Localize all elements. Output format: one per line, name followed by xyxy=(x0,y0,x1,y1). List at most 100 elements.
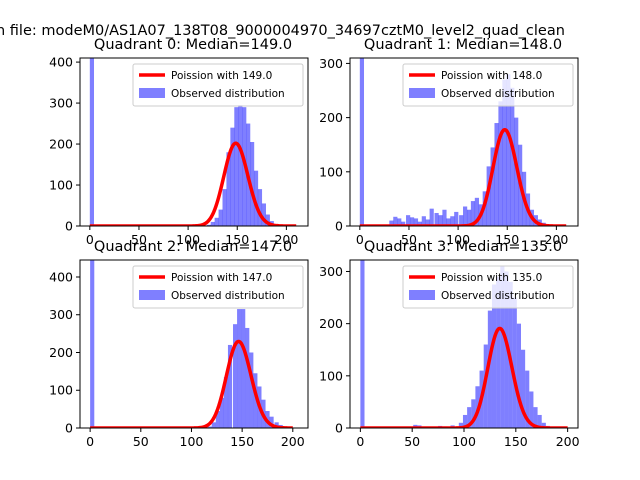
histogram-bar xyxy=(253,170,259,226)
histogram-bar xyxy=(521,349,526,428)
histogram-bar xyxy=(462,414,468,428)
histogram-bar xyxy=(215,411,220,428)
histogram-bar xyxy=(425,219,430,226)
histogram-bar xyxy=(467,407,472,428)
plot-area xyxy=(359,260,569,428)
x-tick-label: 100 xyxy=(452,434,476,449)
histogram-bar xyxy=(498,101,503,226)
histogram-bar xyxy=(442,209,447,226)
legend-line-label: Poission with 147.0 xyxy=(171,272,272,284)
histogram-bar xyxy=(421,216,426,226)
x-tick-label: 0 xyxy=(86,232,94,247)
legend: Poission with 135.0 Observed distribution xyxy=(402,265,574,309)
histogram-bar xyxy=(471,399,476,428)
histogram-bar xyxy=(207,426,212,428)
histogram-bar xyxy=(233,324,238,428)
x-tick-label: 50 xyxy=(131,232,147,247)
legend-line-label: Poission with 148.0 xyxy=(441,70,542,82)
quadrant-0-chart: 0 50 100 150 200 0 100 200 300 400 Poission with 1… xyxy=(49,55,309,247)
legend-bar-swatch xyxy=(139,88,165,98)
legend: Poission with 147.0 Observed distribution xyxy=(132,265,304,309)
histogram-bar xyxy=(409,217,415,226)
histogram-bar xyxy=(211,422,216,428)
histogram-bar xyxy=(502,79,507,226)
histogram-bar xyxy=(474,197,479,226)
legend-line-label: Poission with 149.0 xyxy=(171,70,272,82)
histogram-bar xyxy=(90,260,95,428)
histogram-bar xyxy=(454,211,459,226)
histogram-bar xyxy=(434,212,439,226)
histogram-bar xyxy=(466,209,472,226)
histogram-bar xyxy=(269,416,274,428)
histogram-bar xyxy=(214,217,219,226)
histogram-bar xyxy=(500,266,505,428)
poisson-curve xyxy=(359,326,569,428)
quadrant-2-title: Quadrant 2: Median=147.0 xyxy=(94,239,292,255)
y-tick-label: 0 xyxy=(335,421,343,436)
histogram-bar xyxy=(529,391,534,428)
histogram-bar xyxy=(223,377,229,428)
histogram-bar xyxy=(359,58,365,226)
y-tick-label: 200 xyxy=(49,137,73,152)
y-tick-label: 200 xyxy=(49,345,73,360)
x-tick-label: 50 xyxy=(133,434,149,449)
y-tick-label: 100 xyxy=(49,383,73,398)
histogram-bar xyxy=(265,214,270,226)
histogram-bar xyxy=(238,105,243,226)
histogram-bar xyxy=(257,189,263,226)
x-tick-label: 200 xyxy=(544,232,568,247)
histogram-bar xyxy=(249,352,254,428)
histogram-bar xyxy=(450,216,455,226)
histogram-bar xyxy=(486,166,491,226)
y-tick-label: 100 xyxy=(49,178,73,193)
y-tick-label: 300 xyxy=(49,96,73,111)
x-tick-label: 150 xyxy=(504,434,528,449)
histogram-bar xyxy=(397,218,402,226)
legend: Poission with 149.0 Observed distribution xyxy=(132,63,304,107)
legend: Poission with 148.0 Observed distribution xyxy=(402,63,574,107)
histogram-bar xyxy=(459,215,464,226)
histogram-bar xyxy=(218,209,223,226)
y-tick-label: 400 xyxy=(49,269,73,284)
legend-bar-label: Observed distribution xyxy=(441,88,555,100)
histogram-bar xyxy=(491,284,497,428)
histogram-bar xyxy=(230,127,235,226)
histogram-bar xyxy=(401,221,406,226)
quadrant-3-chart: 0 50 100 150 200 0 100 200 300 Poission with 135.… xyxy=(319,259,580,449)
histogram-bar xyxy=(261,203,266,226)
x-tick-label: 200 xyxy=(274,232,298,247)
legend-bar-label: Observed distribution xyxy=(171,88,285,100)
histogram-bar xyxy=(417,221,422,226)
legend-bar-swatch xyxy=(409,88,435,98)
poisson-curve xyxy=(89,339,294,428)
histogram-bar xyxy=(537,414,542,428)
x-tick-label: 200 xyxy=(556,434,580,449)
x-tick-label: 50 xyxy=(401,232,417,247)
legend-line-label: Poission with 135.0 xyxy=(441,272,542,284)
histogram-bar xyxy=(253,373,258,428)
y-tick-label: 0 xyxy=(65,219,73,234)
histogram-bar xyxy=(525,370,530,428)
histogram-bar xyxy=(510,87,515,226)
x-tick-label: 150 xyxy=(225,232,249,247)
quadrant-3-title: Quadrant 3: Median=135.0 xyxy=(364,239,562,255)
quadrant-0-title: Quadrant 0: Median=149.0 xyxy=(94,37,292,53)
legend-bar-swatch xyxy=(139,290,165,300)
histogram-bar xyxy=(393,216,398,226)
histogram-bar xyxy=(250,142,255,226)
x-tick-label: 100 xyxy=(180,434,204,449)
histogram-bar xyxy=(463,206,468,226)
histogram-bar xyxy=(219,397,224,428)
y-tick-label: 400 xyxy=(49,55,73,70)
histogram-bar xyxy=(89,58,95,226)
x-tick-label: 150 xyxy=(230,434,254,449)
quadrant-1-title: Quadrant 1: Median=148.0 xyxy=(364,37,562,53)
histogram-bar xyxy=(494,123,499,226)
histogram-bar xyxy=(533,407,538,428)
histogram-bar xyxy=(227,344,233,428)
y-tick-label: 300 xyxy=(319,264,343,279)
histogram-bar xyxy=(506,74,511,226)
histogram-bar xyxy=(490,147,495,226)
histogram-bar xyxy=(222,189,227,226)
